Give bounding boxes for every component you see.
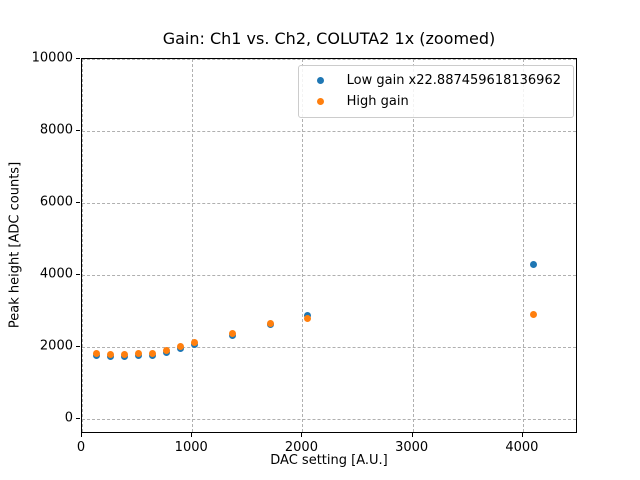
grid-line-horizontal: [82, 202, 576, 204]
y-tick-label: 8000: [39, 122, 73, 138]
y-tick-mark: [76, 58, 80, 59]
data-point-high-gain: [529, 310, 537, 318]
grid-line-horizontal: [82, 130, 576, 132]
data-point-high-gain: [163, 347, 171, 355]
x-tick-label: 4000: [505, 440, 539, 455]
high-gain-marker-icon: [316, 98, 324, 105]
x-tick-mark: [81, 433, 82, 437]
data-point-high-gain: [304, 314, 312, 322]
grid-line-horizontal: [82, 59, 576, 60]
legend: Low gain x22.887459618136962 High gain: [297, 65, 574, 118]
data-point-low-gain: [529, 261, 537, 269]
grid-line-vertical: [302, 59, 304, 432]
x-tick-mark: [521, 433, 523, 437]
x-axis-label: DAC setting [A.U.]: [270, 453, 388, 468]
legend-item-low-gain: Low gain x22.887459618136962: [299, 70, 561, 91]
data-point-high-gain: [177, 342, 185, 350]
grid-line-vertical: [192, 59, 194, 432]
legend-label-low-gain: Low gain x22.887459618136962: [346, 73, 561, 88]
x-tick-mark: [191, 433, 193, 437]
y-tick-label: 4000: [39, 266, 73, 282]
data-point-high-gain: [266, 319, 274, 327]
y-tick-label: 10000: [31, 50, 73, 66]
data-point-high-gain: [106, 350, 114, 358]
chart-title: Gain: Ch1 vs. Ch2, COLUTA2 1x (zoomed): [162, 29, 496, 48]
x-tick-mark: [411, 433, 413, 437]
x-tick-label: 1000: [174, 440, 208, 455]
data-point-high-gain: [191, 339, 199, 347]
y-tick-label: 2000: [39, 338, 73, 354]
data-point-high-gain: [134, 350, 142, 358]
y-tick-mark: [76, 417, 80, 419]
plot-area: Low gain x22.887459618136962 High gain: [81, 58, 577, 433]
y-tick-mark: [76, 345, 80, 347]
y-tick-mark: [76, 201, 80, 203]
x-tick-label: 3000: [395, 440, 429, 455]
y-tick-label: 6000: [39, 194, 73, 210]
legend-label-high-gain: High gain: [346, 94, 409, 109]
low-gain-marker-icon: [316, 77, 324, 84]
legend-item-high-gain: High gain: [299, 91, 561, 112]
data-point-high-gain: [92, 350, 100, 358]
grid-line-vertical: [522, 59, 524, 432]
grid-line-vertical: [82, 59, 83, 432]
grid-line-horizontal: [82, 274, 576, 276]
y-tick-label: 0: [64, 410, 73, 426]
grid-line-vertical: [412, 59, 414, 432]
y-axis-label: Peak height [ADC counts]: [7, 161, 23, 329]
y-tick-mark: [76, 273, 80, 275]
y-tick-mark: [76, 129, 80, 131]
grid-line-horizontal: [82, 346, 576, 348]
x-tick-mark: [301, 433, 303, 437]
x-tick-label: 0: [76, 440, 86, 455]
data-point-high-gain: [149, 349, 157, 357]
x-tick-label: 2000: [284, 440, 318, 455]
data-point-high-gain: [228, 329, 236, 337]
grid-line-horizontal: [82, 418, 576, 420]
data-point-high-gain: [120, 350, 128, 358]
